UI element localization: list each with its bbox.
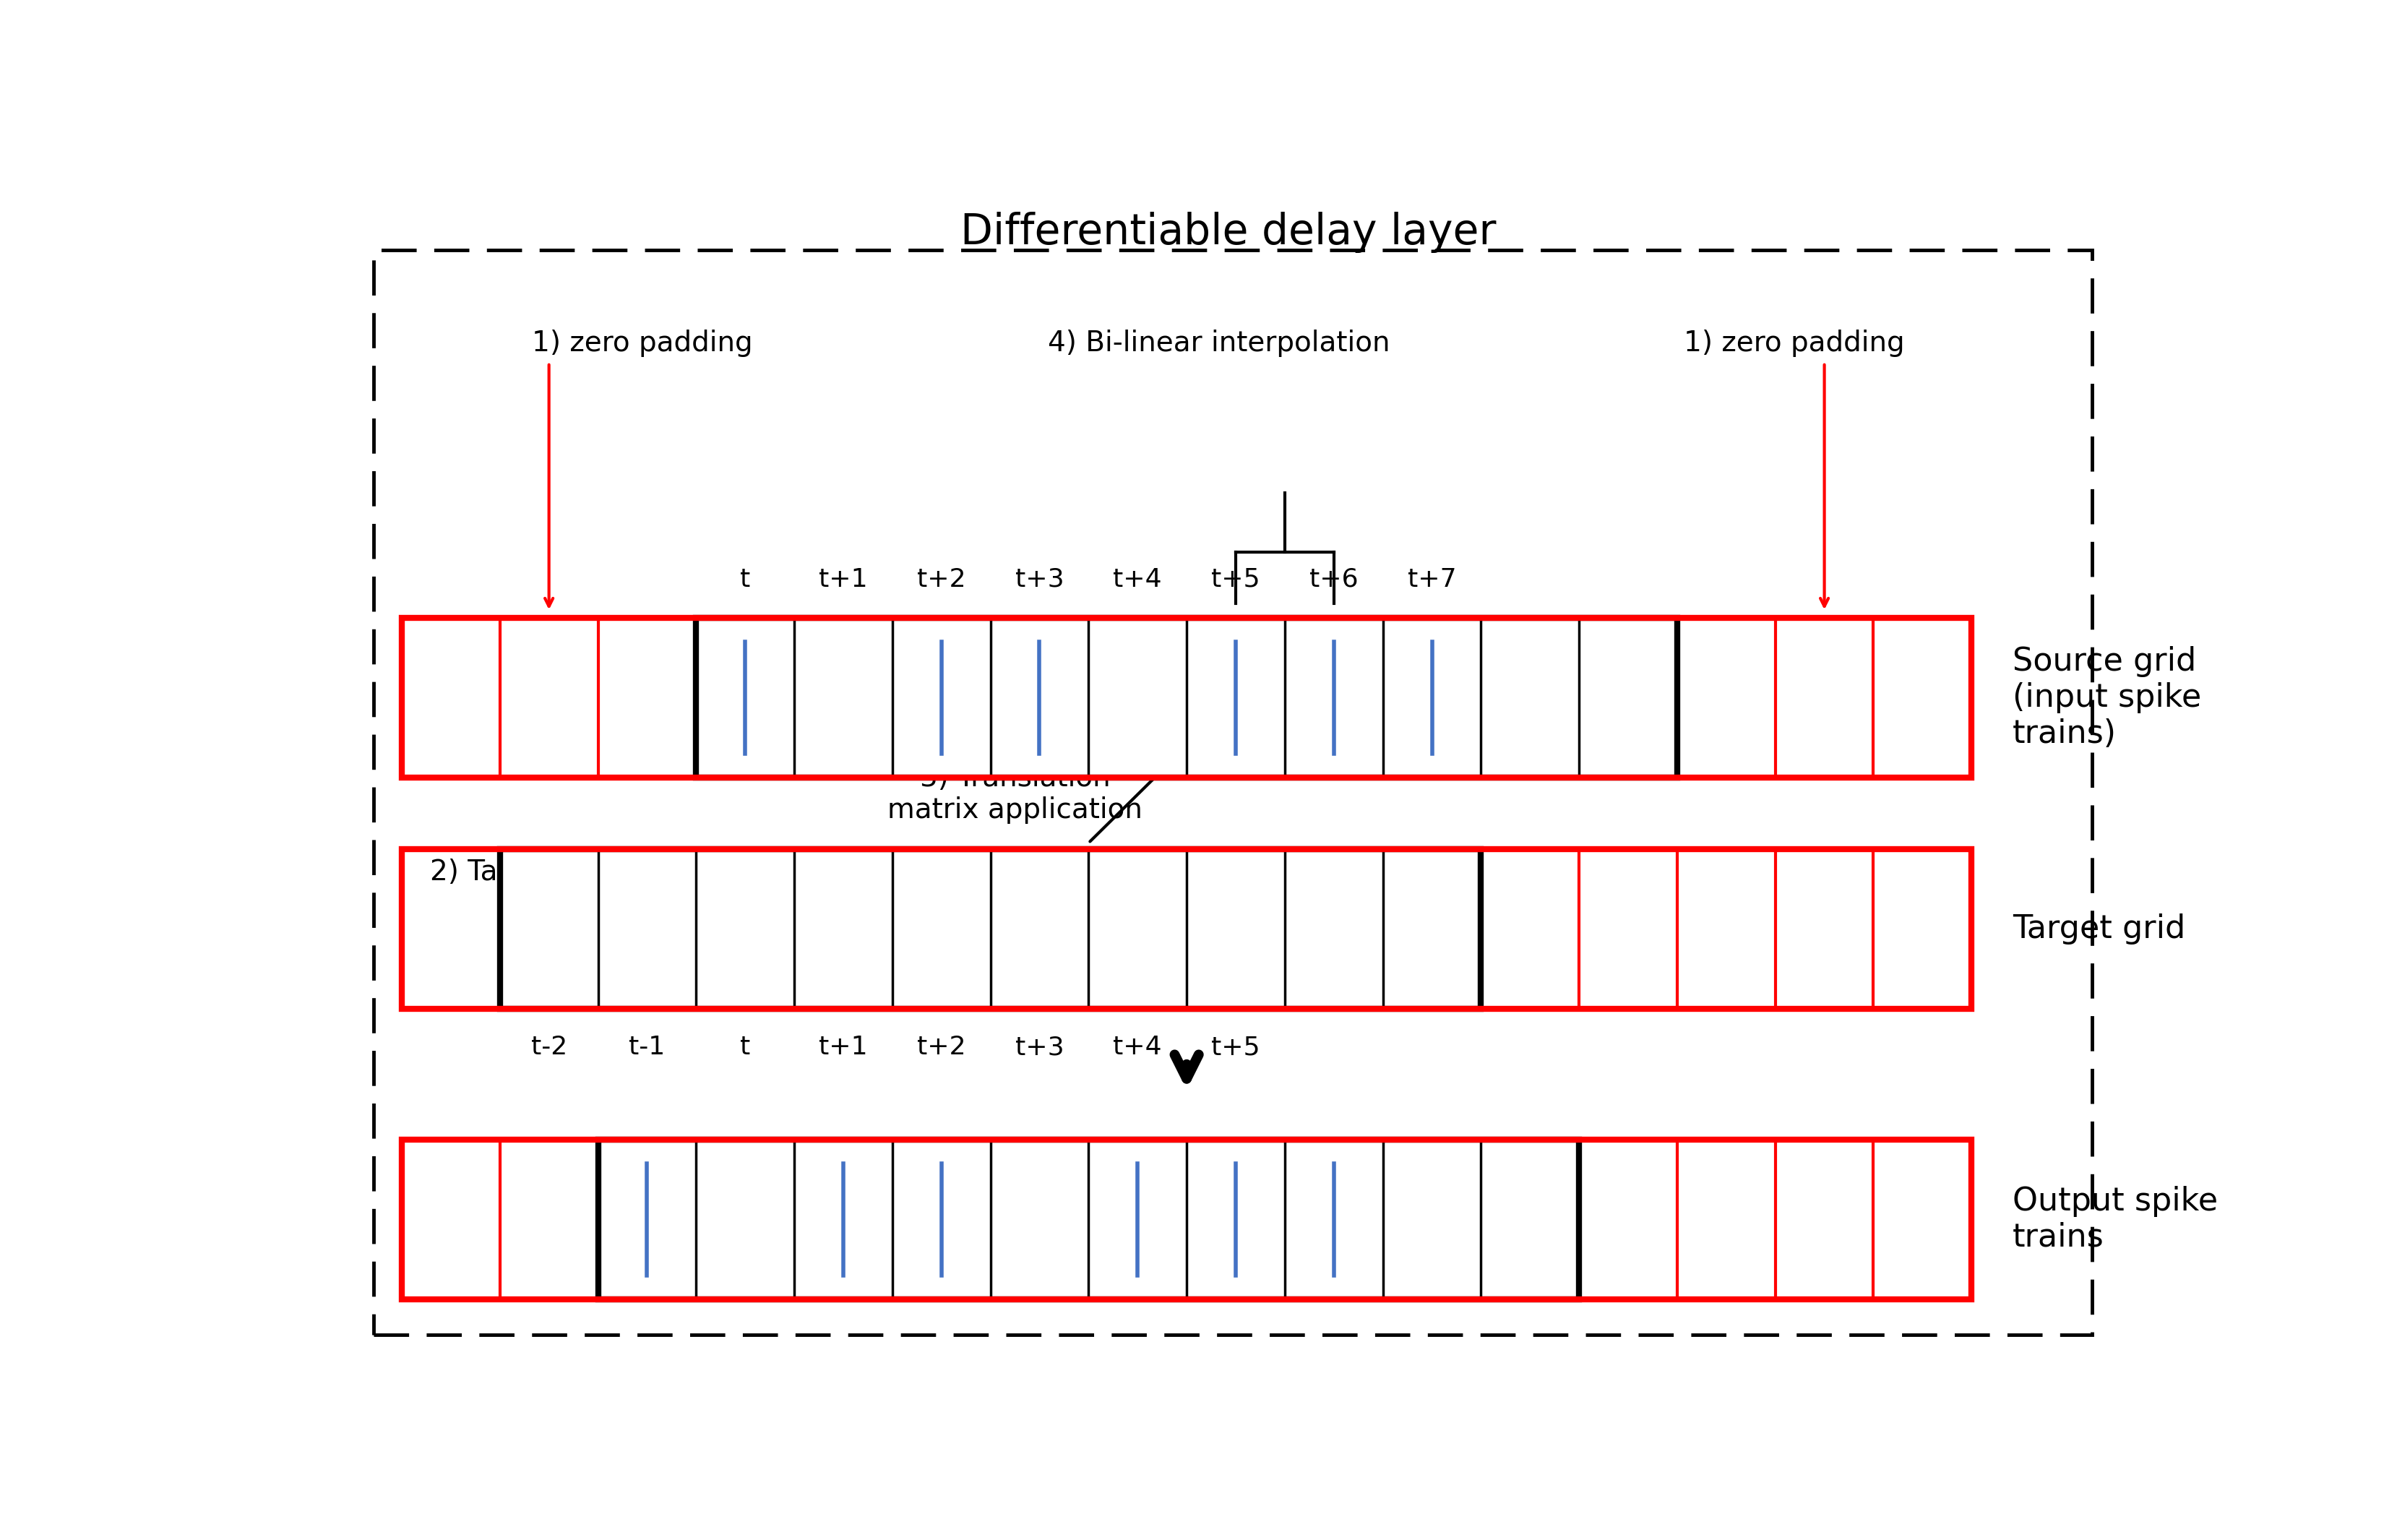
Text: t+6: t+6 bbox=[1309, 567, 1359, 591]
Text: t-2: t-2 bbox=[530, 1035, 568, 1060]
Text: Output spike
trains: Output spike trains bbox=[2013, 1186, 2217, 1254]
Bar bbox=[403, 1140, 1970, 1300]
Text: t+2: t+2 bbox=[918, 1035, 966, 1060]
Bar bbox=[695, 618, 1678, 778]
Text: t+1: t+1 bbox=[820, 1035, 868, 1060]
Text: Differentiable delay layer: Differentiable delay layer bbox=[961, 211, 1496, 253]
Text: Source grid
(input spike
trains): Source grid (input spike trains) bbox=[2013, 647, 2200, 748]
Bar bbox=[403, 618, 1970, 778]
Bar bbox=[597, 1140, 1580, 1300]
Bar bbox=[403, 1140, 1970, 1300]
Text: t+3: t+3 bbox=[1014, 567, 1064, 591]
Text: t+3: t+3 bbox=[1014, 1035, 1064, 1060]
Text: t: t bbox=[741, 567, 750, 591]
Text: 3) Translation
matrix application: 3) Translation matrix application bbox=[887, 765, 1143, 824]
Text: t+1: t+1 bbox=[820, 567, 868, 591]
Text: 2) Target grid creation: 2) Target grid creation bbox=[429, 859, 741, 887]
Text: t+2: t+2 bbox=[918, 567, 966, 591]
Bar bbox=[403, 849, 1970, 1009]
Text: t+5: t+5 bbox=[1210, 567, 1261, 591]
Bar bbox=[403, 849, 1970, 1009]
Bar bbox=[403, 618, 1970, 778]
Text: 1) zero padding: 1) zero padding bbox=[1683, 330, 1906, 357]
Text: t+7: t+7 bbox=[1407, 567, 1457, 591]
Text: Target grid: Target grid bbox=[2013, 913, 2186, 944]
Text: t+4: t+4 bbox=[1112, 567, 1163, 591]
Text: t+4: t+4 bbox=[1112, 1035, 1163, 1060]
Text: t+5: t+5 bbox=[1210, 1035, 1261, 1060]
Bar bbox=[501, 849, 1481, 1009]
Text: 1) zero padding: 1) zero padding bbox=[532, 330, 753, 357]
Text: 4) Bi-linear interpolation: 4) Bi-linear interpolation bbox=[1047, 330, 1390, 357]
Text: t-1: t-1 bbox=[628, 1035, 666, 1060]
Text: t: t bbox=[741, 1035, 750, 1060]
